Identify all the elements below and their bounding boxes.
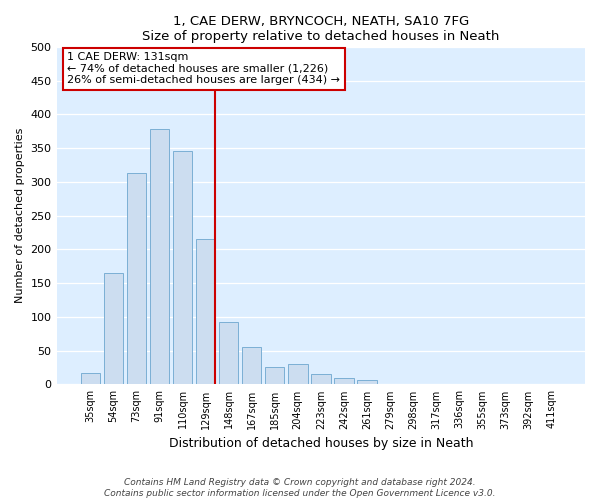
Y-axis label: Number of detached properties: Number of detached properties	[15, 128, 25, 304]
Bar	[80, 373, 100, 384]
Bar	[357, 380, 377, 384]
Bar	[265, 367, 284, 384]
Bar	[127, 173, 146, 384]
Bar	[149, 130, 169, 384]
Text: 1 CAE DERW: 131sqm
← 74% of detached houses are smaller (1,226)
26% of semi-deta: 1 CAE DERW: 131sqm ← 74% of detached hou…	[67, 52, 340, 85]
Title: 1, CAE DERW, BRYNCOCH, NEATH, SA10 7FG
Size of property relative to detached hou: 1, CAE DERW, BRYNCOCH, NEATH, SA10 7FG S…	[142, 15, 499, 43]
Bar	[196, 238, 215, 384]
Bar	[219, 322, 238, 384]
Bar	[311, 374, 331, 384]
Bar	[334, 378, 353, 384]
X-axis label: Distribution of detached houses by size in Neath: Distribution of detached houses by size …	[169, 437, 473, 450]
Text: Contains HM Land Registry data © Crown copyright and database right 2024.
Contai: Contains HM Land Registry data © Crown c…	[104, 478, 496, 498]
Bar	[173, 151, 193, 384]
Bar	[288, 364, 308, 384]
Bar	[104, 273, 123, 384]
Bar	[242, 346, 262, 385]
